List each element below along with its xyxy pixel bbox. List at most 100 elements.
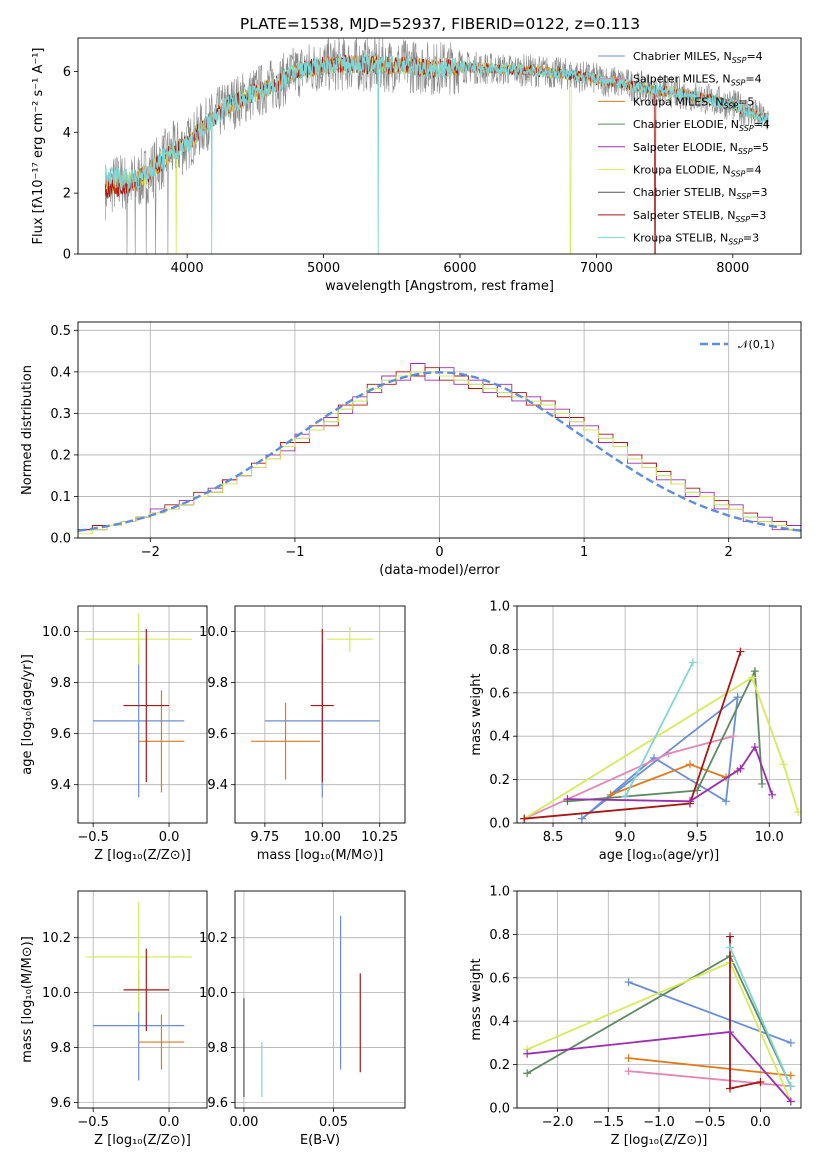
weight-marker-salpeter_stelib: [736, 647, 745, 656]
weight-marker-salpeter_stelib: [726, 1084, 734, 1093]
y-tick-label: 0.0: [489, 1102, 510, 1117]
x-tick-label: 0.0: [750, 1115, 771, 1130]
y-tick-label: 10.2: [199, 931, 228, 946]
age_vs_mass-frame: [234, 605, 406, 824]
legend-label-sub: SSP: [739, 124, 754, 133]
y-tick-label: 9.8: [50, 1041, 71, 1056]
y-tick-label: 0.4: [50, 365, 71, 380]
residuals-plot-area: [78, 363, 801, 538]
weight-marker-salpeter_elodie: [523, 1049, 532, 1058]
weight-line-kroupa_stelib: [624, 661, 694, 798]
x-axis-label: age [log₁₀(age/yr)]: [599, 848, 720, 863]
weight-marker-kroupa_elodie: [779, 760, 788, 769]
x-tick-label: 2: [725, 545, 733, 560]
weight-marker-kroupa_stelib: [786, 1082, 795, 1091]
x-tick-label: 7000: [580, 261, 613, 276]
x-tick-label: 8000: [716, 261, 749, 276]
weight-marker-salpeter_elodie: [768, 790, 777, 799]
x-tick-label: −2: [141, 545, 160, 560]
x-tick-label: 10.00: [304, 830, 341, 845]
y-tick-label: 0.6: [489, 686, 510, 701]
weight-line-kroupa_miles: [628, 1057, 791, 1077]
y-tick-label: 0.4: [489, 1015, 510, 1030]
legend-label-kroupa_miles: Kroupa MILES, NSSP=5: [633, 95, 754, 110]
y-tick-label: 10.2: [42, 931, 71, 946]
y-tick-label: 9.4: [50, 778, 71, 793]
x-tick-label: −0.5: [694, 1115, 726, 1130]
x-axis-label: wavelength [Angstrom, rest frame]: [325, 279, 554, 294]
legend-label-tail: =3: [750, 209, 766, 222]
mass_vs_ebv-frame: [234, 890, 406, 1109]
y-tick-label: 2: [63, 187, 71, 202]
y-tick-label: 10.0: [199, 986, 228, 1001]
weight-marker-chabrier_miles: [577, 814, 586, 823]
age_vs_Z-plot-area: [85, 613, 192, 798]
legend-label-sub: SSP: [738, 147, 753, 156]
legend-label-base: Kroupa MILES, N: [633, 95, 723, 108]
weight-line-salpeter_stelib: [524, 651, 742, 820]
weight-marker-kroupa_stelib: [726, 943, 734, 952]
legend-label-sub: SSP: [731, 79, 746, 88]
x-tick-label: 9.0: [615, 830, 636, 845]
x-axis-label: Z [log₁₀(Z/Z⊙)]: [94, 1133, 191, 1148]
legend-label-kroupa_stelib: Kroupa STELIB, NSSP=3: [633, 232, 759, 247]
weight_vs_age-plot-area: [520, 647, 801, 823]
legend-label-tail: =4: [745, 164, 761, 177]
legend-label-sub: SSP: [732, 56, 747, 65]
y-tick-label: 9.8: [50, 676, 71, 691]
y-tick-label: 0.8: [489, 928, 510, 943]
legend-label-tail: =4: [754, 118, 770, 131]
weight-marker-salpeter_stelib: [756, 1077, 765, 1086]
weight-marker-salpeter_miles: [624, 1067, 633, 1076]
mass_vs_Z-plot-area: [85, 901, 192, 1081]
legend-label-kroupa_elodie: Kroupa ELODIE, NSSP=4: [633, 164, 762, 179]
legend-label-sub: SSP: [723, 101, 738, 110]
weight-marker-chabrier_elodie: [750, 667, 759, 676]
y-tick-label: 10.0: [199, 625, 228, 640]
y-tick-label: 0.4: [489, 730, 510, 745]
mass_vs_ebv-axes: 0.00 0.05 9.6 9.8 10.0 10.2 E(B-V): [199, 890, 406, 1148]
x-tick-label: −0.5: [77, 830, 109, 845]
mass_vs_ebv-plot-area: [243, 915, 361, 1098]
y-tick-label: 0.0: [489, 817, 510, 832]
weight_vs_Z-plot-area: [523, 932, 795, 1106]
x-tick-label: 10.0: [755, 830, 784, 845]
spectrum-axes: 4000 5000 6000 7000 8000 0 2 4 6 wavelength [Angs…: [31, 37, 802, 294]
legend-label-base: Chabrier ELODIE, N: [633, 118, 739, 131]
x-tick-label: 0.0: [159, 830, 180, 845]
x-tick-label: 4000: [171, 261, 204, 276]
weight_vs_age-axes: 8.5 9.0 9.5 10.0 0.0 0.2 0.4 0.6 0.8 1.0 age [log₁…: [469, 600, 802, 863]
weight-line-kroupa_stelib: [729, 947, 792, 1087]
weight-marker-chabrier_miles: [722, 797, 731, 806]
y-tick-label: 0.0: [50, 532, 71, 547]
legend-label-sub: SSP: [737, 192, 752, 201]
age_vs_mass-plot-area: [251, 626, 380, 798]
y-axis-label: Normed distribution: [20, 365, 35, 495]
legend-label-tail: =3: [751, 186, 767, 199]
y-tick-label: 6: [63, 65, 71, 80]
y-axis-label: age [log₁₀(age/yr)]: [20, 654, 35, 775]
legend-label-sub: SSP: [731, 170, 746, 179]
x-tick-label: 0.05: [319, 1115, 348, 1130]
weight_vs_Z-axes: −2.0 −1.5 −1.0 −0.5 0.0 0.0 0.2 0.4 0.6 0.8 1.0 Z […: [469, 885, 802, 1148]
legend-label-normal: 𝒩(0,1): [738, 338, 775, 351]
x-tick-label: 9.75: [250, 830, 279, 845]
legend-label-chabrier_miles: Chabrier MILES, NSSP=4: [633, 50, 763, 65]
x-axis-label: mass [log₁₀(M/M⊙)]: [257, 848, 384, 863]
weight-marker-kroupa_miles: [624, 1054, 633, 1063]
weight-marker-chabrier_elodie: [758, 779, 767, 788]
weight_vs_Z-frame: [516, 890, 802, 1109]
weight-line-kroupa_elodie: [523, 676, 799, 820]
weight-line-chabrier_miles: [628, 981, 792, 1044]
weight-marker-salpeter_stelib: [726, 932, 734, 941]
age_vs_Z-frame: [77, 605, 208, 824]
weight-marker-salpeter_elodie: [726, 1028, 734, 1037]
weight-line-chabrier_elodie: [567, 667, 763, 803]
legend-label-base: Salpeter STELIB, N: [633, 209, 735, 222]
weight-marker-salpeter_elodie: [563, 795, 572, 804]
x-axis-label: E(B-V): [300, 1133, 340, 1148]
y-axis-label: Flux [fλ10⁻¹⁷ erg cm⁻² s⁻¹ A⁻¹]: [31, 48, 46, 245]
x-tick-label: 5000: [307, 261, 340, 276]
x-tick-label: 6000: [443, 261, 476, 276]
age_vs_mass-axes: 9.75 10.00 10.25 9.4 9.6 9.8 10.0 mass [log₁₀(M…: [199, 605, 406, 863]
